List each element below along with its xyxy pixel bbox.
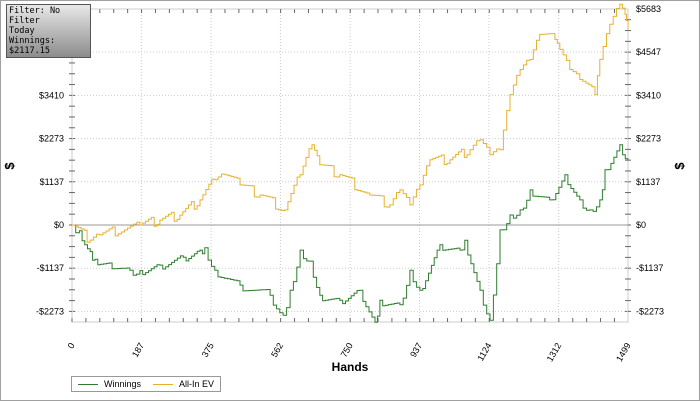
period-label: Today: [9, 26, 35, 36]
x-tick-label: 1499: [614, 341, 633, 363]
y-tick-label-right: $0: [636, 220, 646, 230]
filter-label: Filter: No Filter: [9, 6, 61, 26]
x-tick-label: 187: [130, 341, 146, 359]
y-tick-label-right: $5683: [636, 4, 661, 14]
x-tick-label: 937: [408, 341, 424, 359]
legend-winnings: Winnings: [104, 379, 142, 389]
x-axis-title: Hands: [332, 360, 369, 374]
legend-swatch-winnings: [78, 383, 98, 385]
x-tick-label: 562: [269, 341, 285, 359]
x-tick-label: 1312: [545, 341, 564, 363]
y-tick-label-left: $3410: [39, 90, 64, 100]
legend-allin-ev: All-In EV: [179, 379, 215, 389]
legend: Winnings All-In EV: [71, 376, 222, 392]
y-tick-label-right: -$1137: [636, 263, 663, 273]
info-box: Filter: No Filter Today Winnings: $2117.…: [6, 4, 91, 58]
y-tick-label-right: $3410: [636, 90, 661, 100]
y-tick-label-left: $1137: [40, 177, 64, 187]
y-tick-label-left: -$1137: [37, 263, 64, 273]
x-tick-label: 375: [200, 341, 216, 359]
y-axis-title-right: $: [672, 162, 687, 170]
y-tick-label-left: $0: [54, 220, 64, 230]
y-tick-label-right: -$2273: [636, 306, 664, 316]
winnings-label: Winnings: $2117.15: [9, 36, 56, 56]
series-line-allin-ev: [72, 3, 629, 243]
legend-swatch-allin-ev: [153, 383, 174, 385]
y-tick-label-right: $4547: [636, 47, 661, 57]
series-line-winnings: [72, 144, 629, 323]
x-tick-label: 750: [339, 341, 355, 359]
x-tick-label: 1124: [475, 341, 493, 363]
y-tick-label-left: $2273: [39, 134, 64, 144]
x-tick-label: 0: [66, 341, 77, 350]
y-tick-label-left: -$2273: [36, 306, 64, 316]
y-tick-label-right: $1137: [636, 177, 660, 187]
y-tick-label-right: $2273: [636, 134, 661, 144]
y-axis-title-left: $: [2, 162, 17, 170]
